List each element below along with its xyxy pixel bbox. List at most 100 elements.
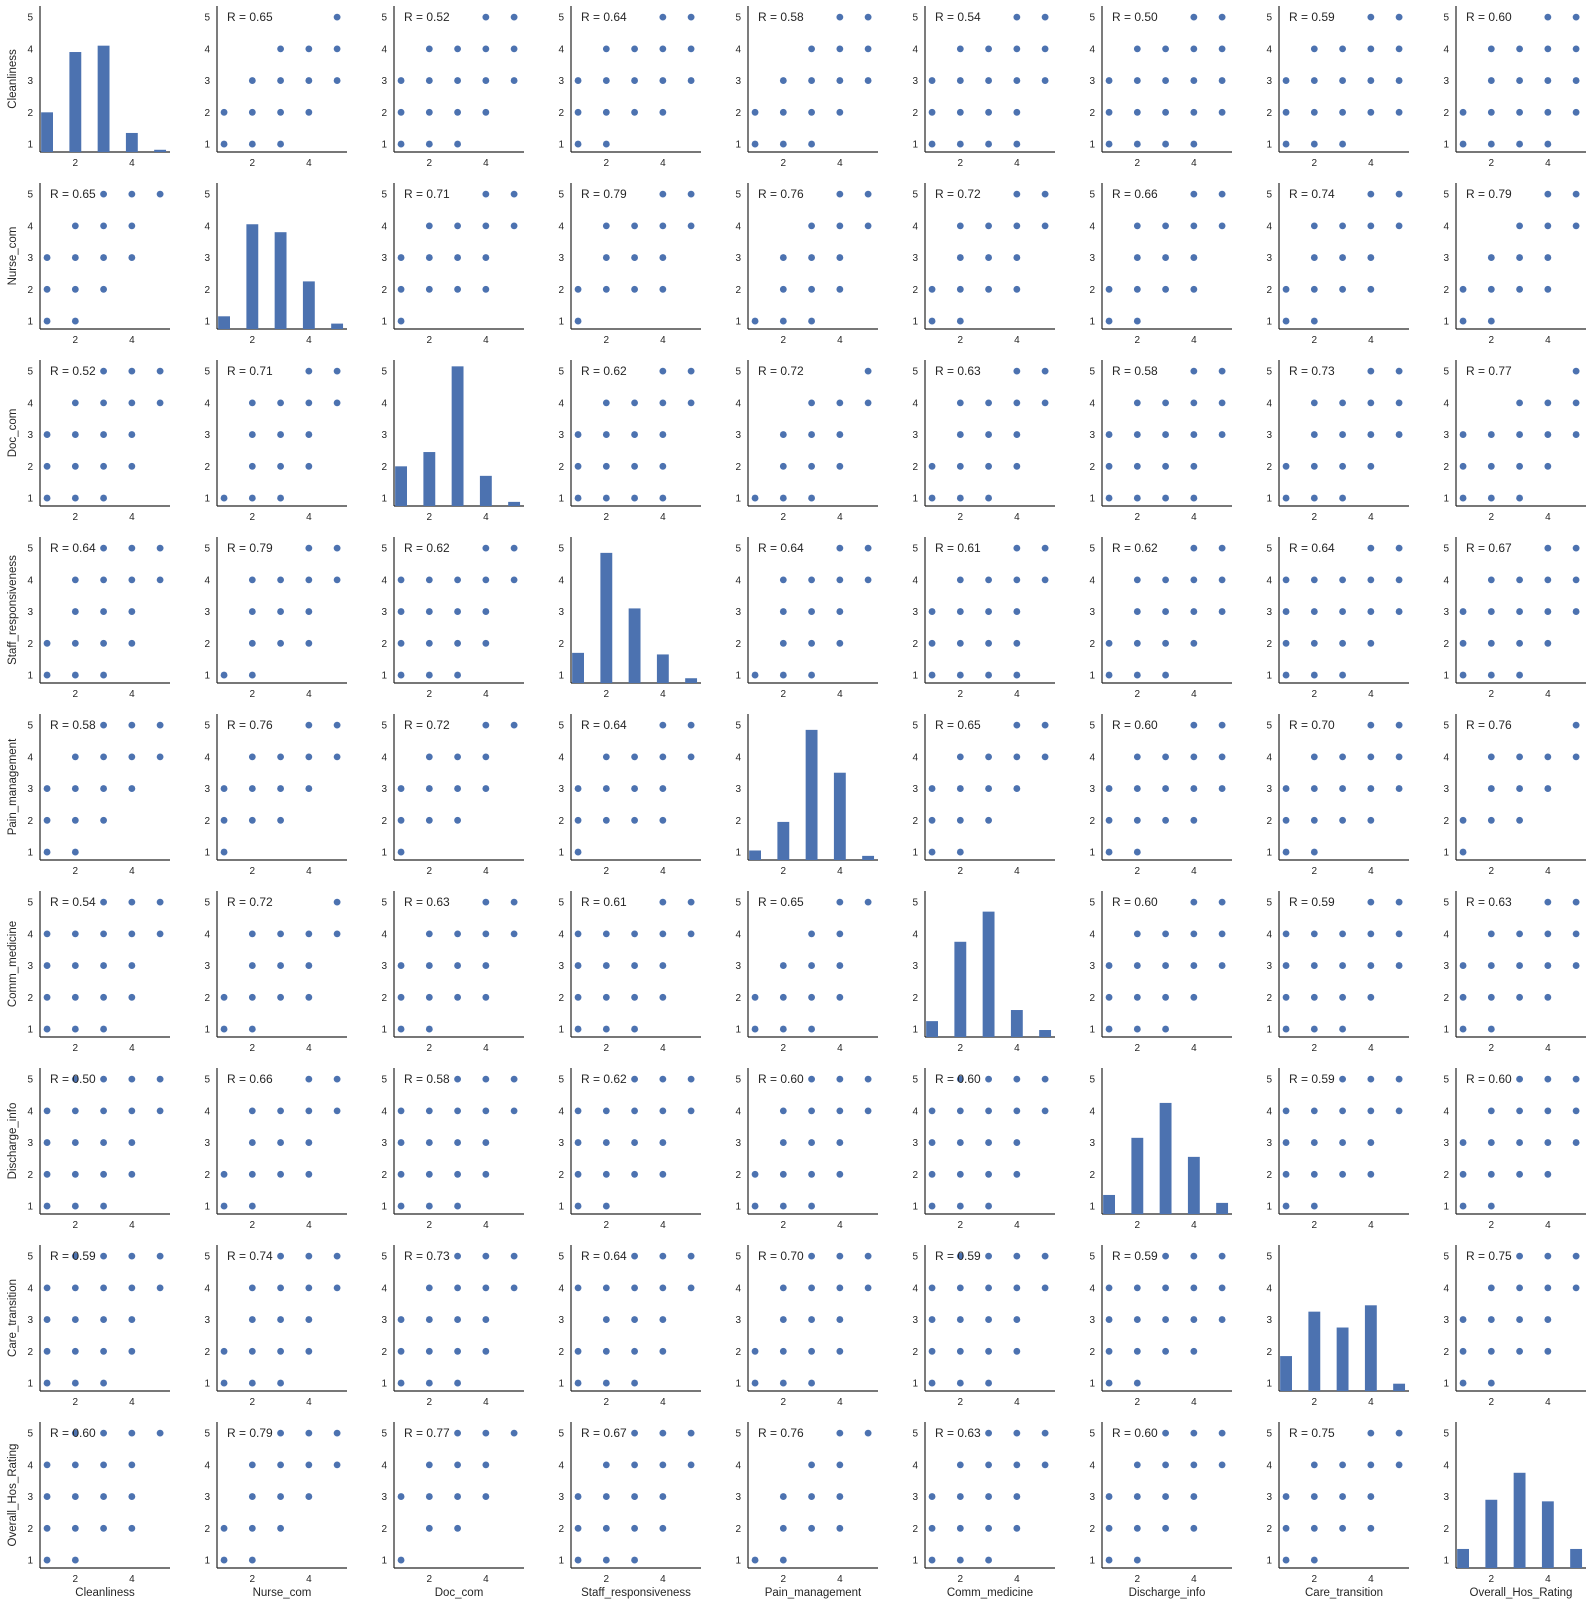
scatter-point — [956, 1170, 964, 1178]
scatter-point — [277, 1524, 284, 1532]
x-tick-label: 4 — [306, 335, 312, 346]
y-tick-label: 4 — [558, 398, 564, 409]
x-tick-label: 4 — [837, 1574, 843, 1585]
scatter-point — [397, 1379, 405, 1387]
y-tick-label: 3 — [27, 1492, 33, 1503]
y-tick-label: 4 — [381, 398, 387, 409]
scatter-point — [510, 576, 518, 584]
x-tick-label: 2 — [73, 1397, 79, 1408]
y-tick-label: 1 — [558, 1379, 564, 1390]
scatter-point — [43, 962, 51, 969]
scatter-point — [1572, 431, 1580, 438]
scatter-point — [928, 285, 936, 293]
scatter-point — [985, 1429, 992, 1437]
y-tick-label: 3 — [1089, 1492, 1095, 1503]
y-tick-label: 5 — [1443, 1252, 1449, 1263]
scatter-point — [956, 45, 964, 53]
y-tick-label: 4 — [27, 221, 33, 232]
scatter-point — [808, 399, 815, 407]
correlation-label: R = 0.63 — [1466, 895, 1512, 909]
scatter-point — [425, 1493, 433, 1500]
y-tick-label: 2 — [204, 462, 210, 473]
y-tick-label: 4 — [27, 1106, 33, 1117]
scatter-point — [808, 222, 815, 230]
x-tick-label: 2 — [781, 1574, 787, 1585]
scatter-point — [1190, 930, 1198, 938]
y-tick-label: 2 — [1089, 1347, 1095, 1358]
y-tick-label: 4 — [381, 1283, 387, 1294]
scatter-point — [602, 108, 610, 116]
scatter-point — [454, 45, 461, 53]
scatter-point — [1544, 108, 1552, 116]
y-tick-label: 5 — [1089, 544, 1095, 555]
scatter-point — [1190, 608, 1198, 615]
scatter-point — [1190, 639, 1198, 647]
y-axis-label-pain-management: Pain_management — [7, 738, 19, 835]
scatter-point — [248, 1107, 256, 1115]
scatter-point — [1516, 1347, 1523, 1355]
scatter-point — [602, 1461, 610, 1469]
scatter-point — [425, 77, 433, 84]
scatter-point — [574, 431, 582, 438]
y-tick-label: 5 — [1089, 1075, 1095, 1086]
scatter-point — [156, 1284, 164, 1292]
scatter-point — [1367, 13, 1375, 21]
scatter-point — [1310, 576, 1318, 584]
scatter-point — [100, 785, 107, 792]
y-tick-label: 3 — [912, 1138, 918, 1149]
scatter-point — [1133, 285, 1141, 293]
scatter-point — [1133, 431, 1141, 438]
scatter-point — [305, 962, 313, 969]
y-tick-label: 2 — [1443, 993, 1449, 1004]
y-tick-label: 2 — [1266, 1524, 1272, 1535]
x-tick-label: 2 — [250, 158, 256, 169]
scatter-point — [1218, 108, 1226, 116]
scatter-point — [454, 816, 461, 824]
scatter-point — [425, 671, 433, 679]
scatter-point — [71, 1461, 79, 1469]
scatter-point — [128, 222, 136, 230]
x-tick-label: 4 — [306, 1397, 312, 1408]
scatter-point — [1013, 1139, 1021, 1146]
correlation-label: R = 0.50 — [50, 1072, 96, 1086]
scatter-point — [1133, 1524, 1141, 1532]
x-tick-label: 4 — [483, 158, 489, 169]
x-tick-label: 4 — [483, 689, 489, 700]
scatter-point — [836, 1170, 844, 1178]
correlation-label: R = 0.65 — [227, 10, 273, 24]
scatter-point — [956, 254, 964, 261]
y-tick-label: 3 — [1089, 607, 1095, 618]
scatter-point — [1282, 930, 1290, 938]
y-tick-label: 2 — [558, 462, 564, 473]
scatter-point — [574, 1347, 582, 1355]
scatter-point — [1310, 1139, 1318, 1146]
scatter-point — [128, 1493, 136, 1500]
histogram-bar — [1308, 1311, 1321, 1391]
y-tick-label: 4 — [27, 398, 33, 409]
scatter-point — [1367, 993, 1375, 1001]
correlation-label: R = 0.76 — [1466, 718, 1512, 732]
scatter-point — [687, 898, 695, 906]
y-tick-label: 5 — [204, 190, 210, 201]
scatter-point — [425, 45, 433, 53]
scatter-point — [1572, 544, 1580, 552]
scatter-point — [602, 431, 610, 438]
scatter-point — [687, 753, 695, 761]
scatter-point — [277, 108, 284, 116]
scatter-point — [928, 1202, 936, 1210]
scatter-point — [1544, 1316, 1552, 1323]
scatter-point — [751, 1347, 759, 1355]
x-tick-label: 4 — [1368, 335, 1374, 346]
scatter-point — [1190, 1347, 1198, 1355]
histogram-bar — [1010, 1010, 1023, 1037]
scatter-point — [1282, 816, 1290, 824]
scatter-point — [1190, 399, 1198, 407]
scatter-point — [100, 1107, 107, 1115]
scatter-point — [779, 494, 787, 502]
scatter-point — [1544, 140, 1552, 148]
scatter-point — [1133, 930, 1141, 938]
